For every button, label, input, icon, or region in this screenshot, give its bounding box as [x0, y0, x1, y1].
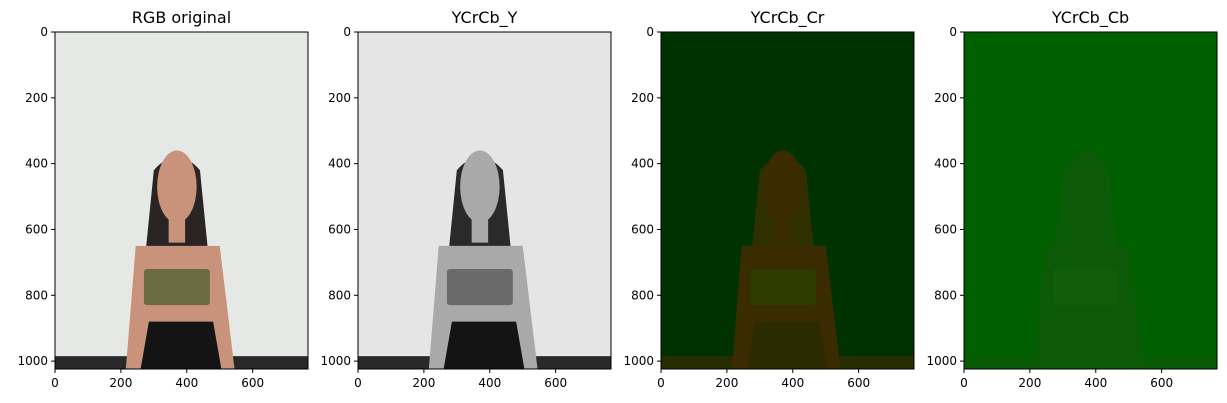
y-tick-label: 600 [631, 222, 654, 236]
panel-title: YCrCb_Cr [750, 8, 825, 28]
y-tick-label: 200 [25, 91, 48, 105]
y-tick-label: 200 [934, 91, 957, 105]
panel-2: 0 200 400 600 0 200 400 600 800 1000 YCrCb_Y [320, 8, 612, 390]
y-tick-label: 1000 [623, 354, 654, 368]
face-shape [157, 150, 197, 223]
panel-title: YCrCb_Cb [1051, 8, 1129, 28]
image-area [661, 32, 914, 369]
neck-shape [1077, 216, 1095, 243]
panel-title: YCrCb_Y [451, 8, 518, 28]
y-tick-label: 0 [343, 25, 351, 39]
y-tick-label: 1000 [320, 354, 351, 368]
image-area [964, 32, 1217, 369]
panel-4: 0 200 400 600 0 200 400 600 800 1000 YCrCb_Cb [926, 8, 1218, 390]
panel-3: 0 200 400 600 0 200 400 600 800 1000 YCrCb_Cr [623, 8, 915, 390]
y-tick-label: 0 [646, 25, 654, 39]
x-tick-label: 0 [657, 376, 665, 390]
neck-shape [471, 216, 489, 243]
bottoms-shape [1049, 321, 1131, 369]
y-tick-label: 200 [328, 91, 351, 105]
image-area [358, 32, 611, 369]
y-tick-label: 400 [25, 157, 48, 171]
y-tick-label: 1000 [926, 354, 957, 368]
axes-frame [660, 31, 915, 370]
x-tick-label: 200 [109, 376, 132, 390]
y-tick-label: 400 [328, 157, 351, 171]
y-tick-label: 1000 [17, 354, 48, 368]
top-shape [143, 268, 210, 306]
y-tick-label: 800 [631, 288, 654, 302]
face-shape [1066, 150, 1106, 223]
x-tick-label: 400 [175, 376, 198, 390]
bottoms-shape [746, 321, 828, 369]
x-tick-label: 600 [847, 376, 870, 390]
x-tick-label: 400 [1084, 376, 1107, 390]
x-tick-label: 600 [241, 376, 264, 390]
axes-frame [963, 31, 1218, 370]
x-tick-label: 0 [960, 376, 968, 390]
y-tick-label: 800 [328, 288, 351, 302]
x-tick-label: 200 [412, 376, 435, 390]
top-shape [1052, 268, 1119, 306]
x-tick-label: 0 [51, 376, 59, 390]
neck-shape [774, 216, 792, 243]
x-tick-label: 400 [478, 376, 501, 390]
image-area [55, 32, 308, 369]
y-tick-label: 600 [328, 222, 351, 236]
panel-1: 0 200 400 600 0 200 400 600 800 1000 RGB original [17, 8, 309, 390]
y-tick-label: 800 [25, 288, 48, 302]
bottoms-shape [443, 321, 525, 369]
y-tick-label: 800 [934, 288, 957, 302]
y-tick-label: 0 [949, 25, 957, 39]
top-shape [446, 268, 513, 306]
face-shape [460, 150, 500, 223]
y-tick-label: 0 [40, 25, 48, 39]
x-tick-label: 600 [1150, 376, 1173, 390]
axes-frame [357, 31, 612, 370]
x-tick-label: 200 [715, 376, 738, 390]
y-tick-label: 600 [25, 222, 48, 236]
neck-shape [168, 216, 186, 243]
y-tick-label: 600 [934, 222, 957, 236]
top-shape [749, 268, 816, 306]
face-shape [763, 150, 803, 223]
x-tick-label: 600 [544, 376, 567, 390]
axes-frame [54, 31, 309, 370]
x-tick-label: 400 [781, 376, 804, 390]
y-tick-label: 400 [934, 157, 957, 171]
y-tick-label: 400 [631, 157, 654, 171]
y-tick-label: 200 [631, 91, 654, 105]
panel-title: RGB original [132, 8, 231, 27]
x-tick-label: 200 [1018, 376, 1041, 390]
x-tick-label: 0 [354, 376, 362, 390]
bottoms-shape [140, 321, 222, 369]
